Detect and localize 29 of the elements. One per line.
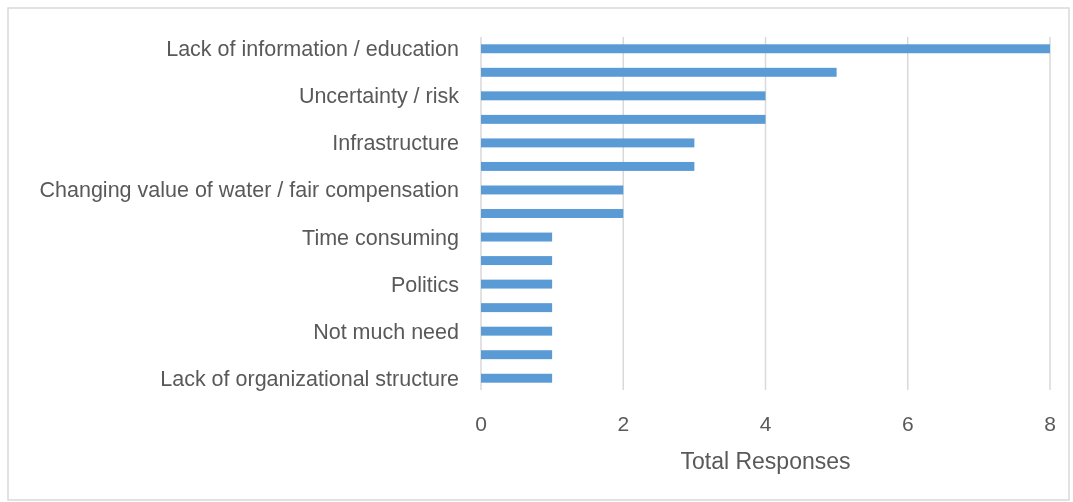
y-tick-label: Time consuming [302,225,459,250]
bar [481,209,624,218]
bar [481,350,553,360]
x-tick-label: 8 [1044,412,1056,435]
x-tick-label: 0 [475,412,487,435]
x-tick-label: 4 [759,412,772,435]
bar [481,161,695,171]
bar [481,326,553,336]
y-tick-label: Infrastructure [332,131,459,156]
bar [481,185,624,195]
y-tick-label: Politics [390,272,459,297]
x-axis-title: Total Responses [680,448,851,474]
bar [481,303,553,313]
x-tick-label: 2 [617,412,630,435]
bar [481,138,695,148]
bar [481,44,1050,54]
y-tick-label: Not much need [313,319,459,344]
y-tick-label: Lack of organizational structure [160,366,459,391]
y-tick-label: Uncertainty / risk [298,84,460,109]
bar [481,67,837,77]
bar [481,373,553,383]
bar [481,256,553,266]
bar [481,232,553,242]
y-tick-label: Lack of information / education [166,37,459,62]
bar [481,114,766,124]
x-tick-label: 6 [901,412,914,435]
y-tick-label: Changing value of water / fair compensation [39,178,459,203]
bar [481,279,553,289]
bar [481,91,766,101]
